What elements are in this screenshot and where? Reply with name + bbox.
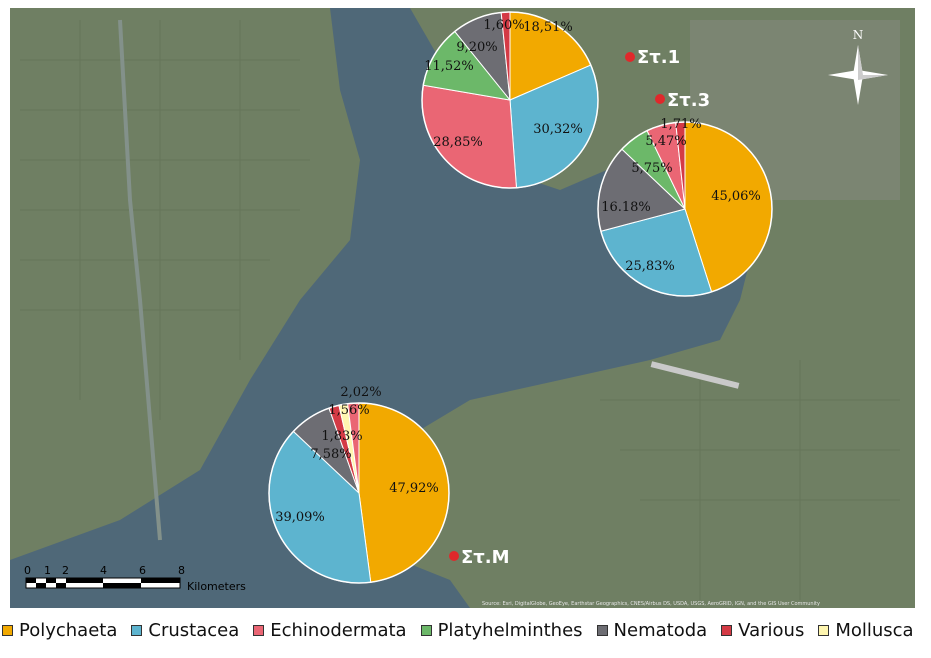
legend-label: Echinodermata bbox=[270, 619, 407, 641]
airport-runway bbox=[650, 361, 740, 389]
scale-tick-6: 6 bbox=[139, 564, 146, 577]
legend-label: Platyhelminthes bbox=[437, 619, 583, 641]
pie-data-label: 16.18% bbox=[601, 200, 651, 215]
pie-data-label: 1,71% bbox=[660, 117, 701, 132]
pie-chart: 47,92% 39,09% 7,58% 1,83% 1,56% 2,02% bbox=[268, 385, 450, 584]
pie-outline bbox=[421, 11, 599, 189]
legend-swatch bbox=[131, 624, 143, 636]
scale-tick-0: 0 bbox=[24, 564, 31, 577]
legend-item: Platyhelminthes bbox=[420, 619, 583, 641]
legend-item: Polychaeta bbox=[2, 620, 117, 641]
pie-data-label: 9,20% bbox=[456, 40, 497, 55]
north-arrow-icon: N bbox=[828, 28, 888, 105]
pie-data-label: 1,56% bbox=[328, 403, 369, 418]
legend-label: Nematoda bbox=[613, 619, 708, 641]
legend-swatch bbox=[818, 624, 830, 636]
station-marker-m: Στ.M bbox=[449, 547, 510, 568]
legend-item: Crustacea bbox=[131, 620, 239, 641]
pie-data-label: 5,75% bbox=[631, 161, 672, 176]
pie-data-label: 2,02% bbox=[340, 385, 381, 400]
legend-label: Mollusca bbox=[835, 619, 914, 641]
river bbox=[118, 19, 162, 541]
legend-swatch bbox=[596, 624, 608, 636]
scale-unit: Kilometers bbox=[187, 580, 246, 593]
pie-data-label: 25,83% bbox=[625, 259, 675, 274]
station-label-m: Στ.M bbox=[461, 547, 510, 568]
legend-item: Mollusca bbox=[818, 619, 914, 641]
legend-item: Nematoda bbox=[596, 619, 708, 641]
pie-data-label: 1,60% bbox=[483, 18, 524, 33]
legend-item: Echinodermata bbox=[253, 619, 407, 641]
legend-label: Various bbox=[738, 619, 805, 641]
station-label-1: Στ.1 bbox=[637, 47, 680, 68]
sea-area bbox=[10, 8, 760, 608]
pie-outline bbox=[597, 121, 773, 297]
pie-charts: 18,51% 30,32% 28,85% 11,52% 9,20% 1,60% 45,06%… bbox=[268, 11, 773, 584]
scale-tick-8: 8 bbox=[178, 564, 185, 577]
pie-data-label: 11,52% bbox=[424, 59, 474, 74]
legend-swatch bbox=[721, 624, 733, 636]
north-label: N bbox=[853, 28, 864, 42]
pie-data-label: 7,58% bbox=[310, 447, 351, 462]
pie-data-label: 5,47% bbox=[645, 134, 686, 149]
legend-label: Crustacea bbox=[148, 619, 240, 641]
scale-tick-1: 1 bbox=[44, 564, 51, 577]
legend-label: Polychaeta bbox=[19, 619, 118, 641]
pie-data-label: 39,09% bbox=[275, 510, 325, 525]
station-marker-1: Στ.1 bbox=[625, 47, 680, 68]
pie-chart: 18,51% 30,32% 28,85% 11,52% 9,20% 1,60% bbox=[421, 11, 599, 189]
legend-swatch bbox=[253, 624, 265, 636]
station-label-3: Στ.3 bbox=[667, 90, 710, 111]
scale-bar: 0 1 2 4 6 8 Kilometers bbox=[24, 564, 246, 593]
pie-outline bbox=[268, 402, 450, 584]
field-texture bbox=[20, 20, 900, 600]
pie-data-label: 47,92% bbox=[389, 481, 439, 496]
pie-data-label: 1,83% bbox=[321, 429, 362, 444]
pie-data-label: 28,85% bbox=[433, 135, 483, 150]
legend-swatch bbox=[2, 624, 13, 636]
pie-chart: 45,06% 25,83% 16.18% 5,75% 5,47% 1,71% bbox=[597, 117, 773, 297]
pie-data-label: 45,06% bbox=[711, 189, 761, 204]
station-marker-3: Στ.3 bbox=[655, 90, 710, 111]
legend-item: Various bbox=[721, 620, 804, 641]
scale-tick-2: 2 bbox=[62, 564, 69, 577]
pie-data-label: 18,51% bbox=[523, 20, 573, 35]
map-attribution: Source: Esri, DigitalGlobe, GeoEye, Eart… bbox=[482, 601, 820, 607]
pie-data-label: 30,32% bbox=[533, 122, 583, 137]
scale-tick-4: 4 bbox=[100, 564, 107, 577]
legend: Polychaeta Crustacea Echinodermata Platy… bbox=[0, 616, 931, 644]
legend-swatch bbox=[420, 624, 432, 636]
